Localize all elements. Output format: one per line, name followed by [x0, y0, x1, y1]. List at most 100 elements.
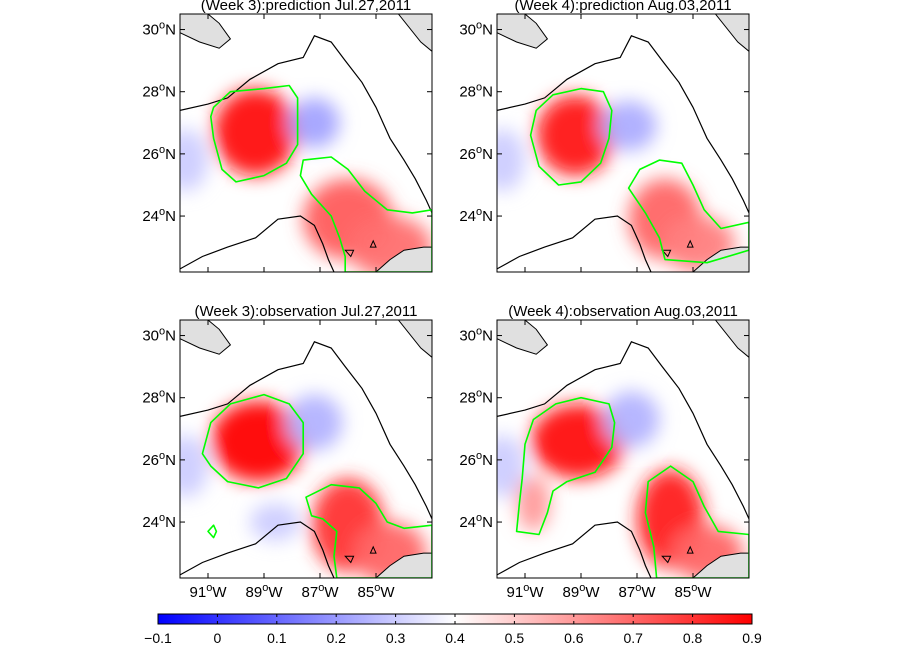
y-tick-label: 24oN — [459, 512, 493, 531]
y-tick-label: 26oN — [459, 144, 493, 163]
x-tick-label: 85oW — [675, 582, 713, 601]
high-anomaly-blob-2 — [516, 475, 551, 532]
colorbar-tick-label: 0.6 — [564, 630, 584, 646]
panel-title: (Week 3):observation Jul.27,2011 — [195, 303, 418, 320]
x-tick-label: 85oW — [358, 582, 396, 601]
island-2 — [369, 545, 377, 554]
y-tick-label: 28oN — [459, 388, 493, 407]
land-mass-2 — [714, 14, 749, 52]
panel-title: (Week 4):prediction Aug.03,2011 — [514, 0, 731, 14]
front-contour-2 — [627, 159, 749, 264]
low-anomaly-blob-5 — [603, 391, 660, 448]
front-contour-1 — [210, 84, 299, 183]
colorbar-tick-label: −0.1 — [144, 630, 172, 646]
low-anomaly-blob-5 — [497, 129, 525, 192]
low-anomaly-blob-6 — [180, 435, 208, 498]
colorbar-tick-label: 0.4 — [445, 630, 465, 646]
low-anomaly-blob-5 — [250, 503, 301, 541]
high-anomaly-blob-1 — [210, 400, 306, 482]
yucatan-shelf-line — [497, 215, 652, 272]
land-mass-2 — [397, 320, 432, 358]
low-anomaly-blob-4 — [286, 394, 343, 451]
y-tick-label: 28oN — [142, 82, 176, 101]
y-tick-label: 26oN — [142, 450, 176, 469]
island-2 — [686, 239, 694, 248]
y-tick-label: 26oN — [142, 144, 176, 163]
front-contour-1 — [201, 393, 305, 489]
high-anomaly-blob-1 — [536, 94, 615, 176]
colorbar-tick-label: 0.7 — [623, 630, 643, 646]
y-tick-label: 26oN — [459, 450, 493, 469]
front-contour-2 — [644, 465, 749, 578]
colorbar-tick-label: 0.2 — [326, 630, 346, 646]
map-panel-3: (Week 3):observation Jul.27,2011 30oN 28oN… — [142, 303, 433, 601]
x-tick-label: 89oW — [246, 582, 284, 601]
island-1 — [344, 249, 355, 258]
map-frame — [179, 13, 433, 273]
y-tick-label: 28oN — [142, 388, 176, 407]
front-contour-1 — [529, 87, 613, 186]
colorbar-tick-label: 0.5 — [505, 630, 525, 646]
map-frame — [179, 319, 433, 579]
anomaly-field — [180, 88, 432, 272]
colorbar-tick-label: 0.3 — [386, 630, 406, 646]
y-tick-label: 24oN — [459, 206, 493, 225]
land-mass-3 — [375, 246, 432, 272]
low-anomaly-blob-4 — [600, 101, 657, 151]
high-anomaly-blob-1 — [530, 403, 626, 479]
northern-shelf-line — [497, 341, 749, 520]
x-tick-label: 89oW — [563, 582, 601, 601]
y-tick-label: 28oN — [459, 82, 493, 101]
map-panel-1: (Week 3):prediction Jul.27,2011 30oN 28oN 2… — [142, 0, 433, 273]
colorbar-tick-label: 0 — [214, 630, 222, 646]
x-tick-label: 87oW — [302, 582, 340, 601]
colorbar: −0.1 0 0.1 0.2 0.3 0.4 0.5 0.6 0.7 0.8 0.9 — [144, 613, 762, 646]
northern-shelf-line — [497, 35, 749, 214]
land-mass-3 — [692, 552, 749, 578]
yucatan-shelf-line — [180, 215, 335, 272]
island-1 — [661, 555, 672, 564]
low-anomaly-blob-6 — [497, 435, 525, 498]
front-contour-1 — [515, 396, 616, 536]
y-tick-label: 30oN — [142, 326, 176, 345]
y-tick-label: 24oN — [142, 206, 176, 225]
map-panel-4: (Week 4):observation Aug.03,2011 30oN 28oN… — [459, 303, 750, 601]
land-mass-1 — [497, 320, 549, 355]
land-mass-1 — [497, 14, 549, 49]
y-tick-label: 30oN — [459, 20, 493, 39]
land-mass-2 — [397, 14, 432, 52]
island-1 — [661, 249, 672, 258]
map-panel-2: (Week 4):prediction Aug.03,2011 30oN 28oN 2… — [459, 0, 750, 273]
y-tick-label: 30oN — [459, 326, 493, 345]
front-contour-2 — [299, 156, 432, 272]
panel-title: (Week 4):observation Aug.03,2011 — [508, 303, 738, 320]
y-tick-label: 30oN — [142, 20, 176, 39]
panel-title: (Week 3):prediction Jul.27,2011 — [201, 0, 411, 14]
low-anomaly-blob-4 — [289, 97, 340, 148]
colorbar-tick-label: 0.8 — [683, 630, 703, 646]
land-mass-2 — [714, 320, 749, 358]
island-2 — [686, 545, 694, 554]
anomaly-field — [497, 94, 735, 272]
land-mass-3 — [375, 552, 432, 578]
map-frame — [496, 13, 750, 273]
northern-shelf-line — [180, 35, 432, 214]
land-mass-1 — [180, 14, 232, 49]
colorbar-tick-label: 0.1 — [267, 630, 287, 646]
high-anomaly-blob-1 — [213, 88, 298, 176]
colorbar-tick-label: 0.9 — [742, 630, 762, 646]
land-mass-1 — [180, 320, 232, 355]
y-tick-label: 24oN — [142, 512, 176, 531]
land-mass-3 — [692, 246, 749, 272]
island-2 — [369, 239, 377, 248]
x-tick-label: 87oW — [619, 582, 657, 601]
yucatan-shelf-line — [180, 521, 335, 578]
island-1 — [344, 555, 355, 564]
low-anomaly-blob-5 — [180, 129, 208, 192]
map-frame — [496, 319, 750, 579]
x-tick-label: 91oW — [507, 582, 545, 601]
yucatan-shelf-line — [497, 521, 652, 578]
front-contour-3 — [207, 524, 218, 539]
northern-shelf-line — [180, 341, 432, 520]
